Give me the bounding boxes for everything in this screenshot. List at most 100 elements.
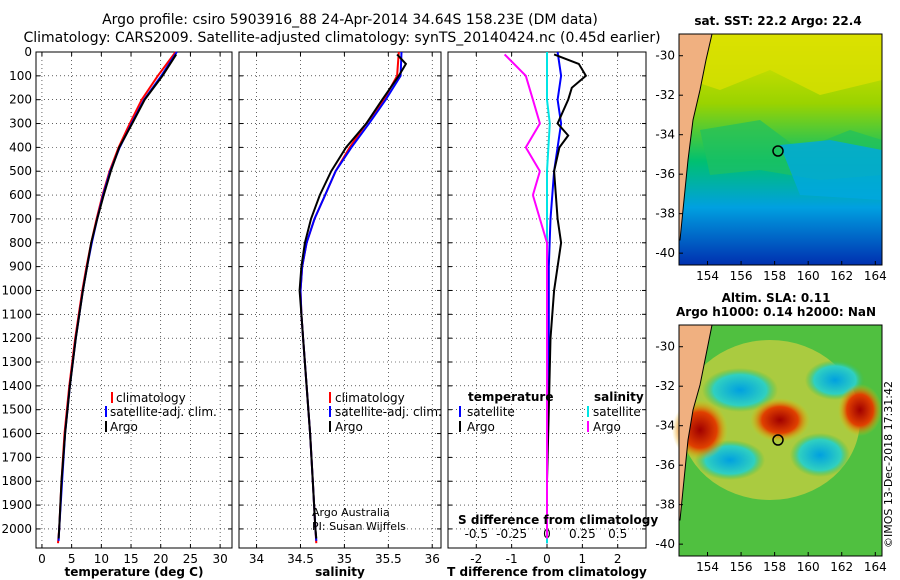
- legend-satellite-label: satellite-adj. clim.: [335, 405, 442, 419]
- sst-map-title: sat. SST: 22.2 Argo: 22.4: [694, 14, 861, 28]
- difference-panel: -2 -1 0 1 2T difference from climatology -0.5…: [447, 51, 647, 579]
- legend-temp-argo-label: Argo: [467, 420, 495, 434]
- sla-map-frame: [678, 324, 883, 557]
- lat-tick-label: -32: [655, 88, 675, 102]
- legend-climatology-label: climatology: [116, 391, 186, 405]
- difference-legend: temperature satellite Argo salinity sate…: [458, 390, 658, 527]
- depth-tick-label: 1700: [1, 450, 32, 464]
- lat-tick-label: -34: [655, 128, 675, 142]
- credit-line1: Argo Australia: [312, 506, 390, 519]
- s-tick-label: -0.5: [465, 527, 488, 541]
- imos-timestamp: ©IMOS 13-Dec-2018 17:31:42: [882, 381, 895, 548]
- depth-tick-label: 1100: [1, 307, 32, 321]
- temperature-panel: 0100200300400500600700800900100011001200…: [1, 45, 233, 579]
- s-difference-axis-label: S difference from climatology: [458, 513, 658, 527]
- sla-map: Altim. SLA: 0.11 Argo h1000: 0.14 h2000:…: [655, 291, 886, 574]
- sla-red-eddy-1: [750, 398, 810, 442]
- x-axis-label: salinity: [315, 565, 365, 579]
- lat-tick-label: -40: [655, 537, 675, 551]
- sla-red-eddy-3: [838, 384, 882, 436]
- sla-blue-eddy-1: [702, 368, 778, 412]
- lat-tick-label: -30: [655, 340, 675, 354]
- sst-warm-patch: [690, 34, 882, 95]
- depth-tick-label: 1800: [1, 474, 32, 488]
- depth-tick-label: 700: [9, 212, 32, 226]
- lat-tick-label: -38: [655, 498, 675, 512]
- depth-tick-label: 400: [9, 140, 32, 154]
- s-tick-label: 0.25: [569, 527, 596, 541]
- x-tick-label: 25: [183, 552, 198, 566]
- depth-tick-label: 2000: [1, 522, 32, 536]
- depth-tick-label: 600: [9, 188, 32, 202]
- sst-map-frame: [678, 33, 883, 266]
- plot-frame: [238, 51, 442, 549]
- depth-tick-label: 900: [9, 260, 32, 274]
- sst-map: sat. SST: 22.2 Argo: 22.4 154 156 158 160 16…: [655, 14, 886, 283]
- lon-tick-label: 162: [830, 560, 853, 574]
- temperature-legend: climatology satellite-adj. clim. Argo: [105, 391, 217, 434]
- x-tick-label: 0: [38, 552, 46, 566]
- sst-cyan-patch: [780, 140, 882, 200]
- x-tick-label: -2: [470, 552, 482, 566]
- lon-tick-label: 158: [763, 269, 786, 283]
- x-tick-label: 2: [614, 552, 622, 566]
- series-line-argo: [298, 53, 408, 539]
- sst-map-ticks: 154 156 158 160 162 164 -30 -32 -34 -36 -38 -40: [655, 49, 886, 283]
- x-tick-label: 15: [123, 552, 138, 566]
- x-axis-label: temperature (deg C): [65, 565, 204, 579]
- depth-tick-label: 1200: [1, 331, 32, 345]
- series-line-salinity-argo: [503, 53, 548, 539]
- x-tick-label: 30: [212, 552, 227, 566]
- depth-tick-label: 300: [9, 117, 32, 131]
- plot-frame: [35, 51, 233, 549]
- sla-blue-eddy-4: [790, 433, 850, 477]
- lon-tick-label: 164: [864, 560, 887, 574]
- x-tick-label: 36: [425, 552, 440, 566]
- depth-tick-label: 1900: [1, 498, 32, 512]
- s-tick-label: -0.25: [496, 527, 527, 541]
- lat-tick-label: -36: [655, 458, 675, 472]
- lon-tick-label: 156: [730, 560, 753, 574]
- depth-tick-label: 500: [9, 164, 32, 178]
- salinity-panel: 34 34.5 35 35.5 36 salinity: [238, 51, 442, 579]
- x-tick-label: 35.5: [375, 552, 402, 566]
- s-tick-label: 0.5: [608, 527, 627, 541]
- depth-tick-label: 1300: [1, 355, 32, 369]
- depth-tick-label: 800: [9, 236, 32, 250]
- lat-tick-label: -30: [655, 49, 675, 63]
- lon-tick-label: 154: [696, 269, 719, 283]
- salinity-legend: climatology satellite-adj. clim. Argo Ar…: [312, 391, 442, 533]
- x-tick-label: 10: [94, 552, 109, 566]
- depth-tick-label: 1000: [1, 283, 32, 297]
- lat-tick-label: -32: [655, 379, 675, 393]
- diff-legend-temp-header: temperature: [468, 390, 553, 404]
- lon-tick-label: 162: [830, 269, 853, 283]
- sla-map-title-line1: Altim. SLA: 0.11: [722, 291, 831, 305]
- sla-map-title-line2: Argo h1000: 0.14 h2000: NaN: [676, 305, 876, 319]
- depth-tick-label: 1400: [1, 379, 32, 393]
- lon-tick-label: 160: [797, 560, 820, 574]
- x-tick-label: 1: [579, 552, 587, 566]
- legend-sal-argo-label: Argo: [593, 420, 621, 434]
- depth-tick-label: 100: [9, 69, 32, 83]
- x-tick-label: 20: [153, 552, 168, 566]
- lat-tick-label: -38: [655, 207, 675, 221]
- credit-line2: PI: Susan Wijffels: [312, 520, 406, 533]
- lon-tick-label: 158: [763, 560, 786, 574]
- lon-tick-label: 160: [797, 269, 820, 283]
- legend-argo-label: Argo: [110, 420, 138, 434]
- series-line-temperature-argo: [546, 53, 588, 539]
- legend-climatology-label: climatology: [335, 391, 405, 405]
- sla-map-ticks: 154 156 158 160 162 164 -30 -32 -34 -36 -38 -40: [655, 340, 886, 574]
- x-tick-label: 0: [543, 552, 551, 566]
- x-tick-label: 5: [68, 552, 76, 566]
- legend-sal-satellite-label: satellite: [593, 405, 641, 419]
- figure-title-line1: Argo profile: csiro 5903916_88 24-Apr-20…: [102, 12, 598, 28]
- lat-tick-label: -34: [655, 419, 675, 433]
- depth-tick-label: 0: [24, 45, 32, 59]
- legend-temp-satellite-label: satellite: [467, 405, 515, 419]
- lon-tick-label: 154: [696, 560, 719, 574]
- legend-satellite-label: satellite-adj. clim.: [110, 405, 217, 419]
- x-tick-label: 34.5: [287, 552, 314, 566]
